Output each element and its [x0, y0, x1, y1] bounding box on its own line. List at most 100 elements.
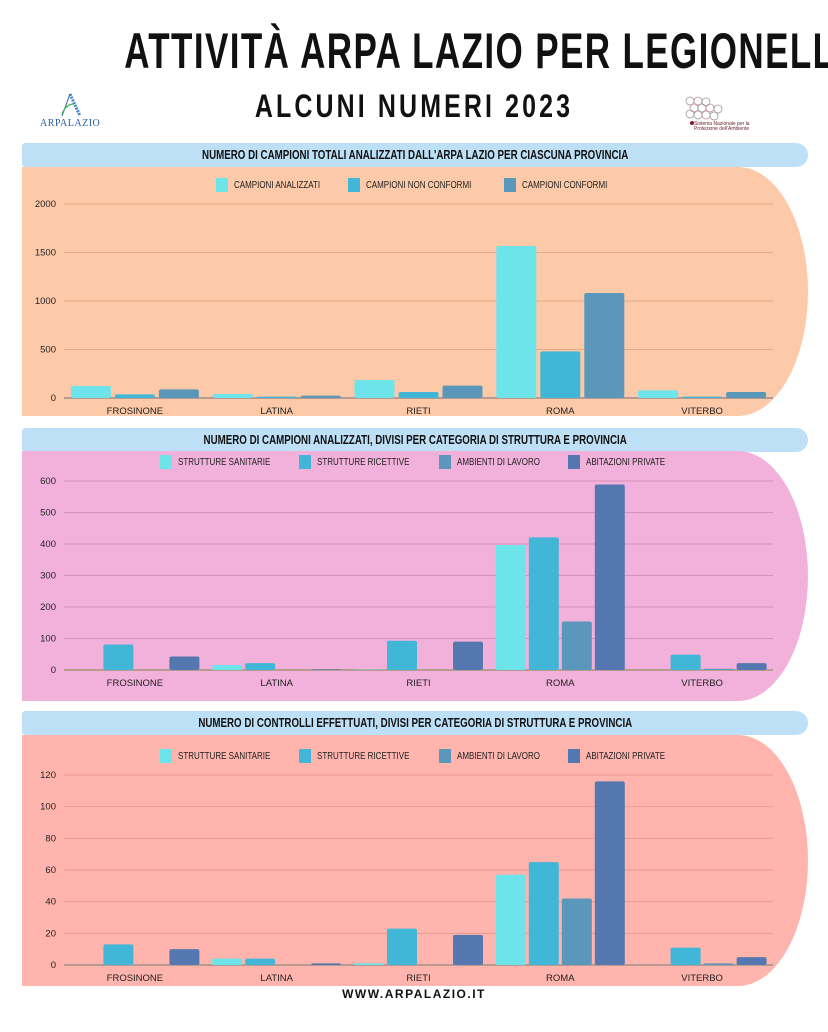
- x-category-label: VITERBO: [681, 406, 723, 417]
- arpalazio-logo: ARPALAZIO: [40, 92, 100, 132]
- bar: [638, 390, 679, 398]
- y-tick-label: 100: [40, 634, 56, 645]
- bar: [256, 396, 297, 398]
- bar: [114, 394, 155, 398]
- bar: [561, 621, 592, 670]
- bar: [670, 947, 701, 965]
- bar: [726, 391, 767, 398]
- bar: [311, 963, 342, 965]
- legend-swatch: [503, 178, 516, 192]
- y-tick-label: 1000: [35, 296, 56, 307]
- footer-url: WWW.ARPALAZIO.IT: [342, 987, 486, 1001]
- x-category-label: RIETI: [406, 406, 430, 417]
- bar: [212, 664, 243, 670]
- legend-item: STRUTTURE SANITARIE: [159, 749, 279, 763]
- y-tick-label: 20: [45, 928, 56, 939]
- x-category-label: LATINA: [260, 973, 293, 984]
- x-category-label: LATINA: [260, 406, 293, 417]
- bar: [169, 656, 200, 670]
- snpa-logo: Sistema Nazionale per la Protezione dell…: [680, 95, 760, 135]
- y-tick-label: 120: [40, 770, 56, 781]
- bar: [354, 379, 395, 398]
- bar: [70, 385, 111, 398]
- legend-item: CAMPIONI ANALIZZATI: [215, 178, 328, 192]
- bar: [387, 640, 417, 670]
- x-category-label: FROSINONE: [107, 406, 163, 417]
- legend-label: AMBIENTI DI LAVORO: [457, 456, 541, 468]
- legend-label: STRUTTURE SANITARIE: [177, 456, 270, 468]
- x-category-label: FROSINONE: [107, 678, 163, 689]
- bar: [682, 396, 723, 398]
- bar: [245, 663, 276, 670]
- y-tick-label: 60: [45, 865, 56, 876]
- bar: [158, 389, 199, 398]
- legend-label: ABITAZIONI PRIVATE: [585, 456, 665, 468]
- x-category-label: VITERBO: [681, 973, 723, 984]
- bar: [561, 898, 592, 965]
- legend-item: STRUTTURE RICETTIVE: [299, 749, 419, 763]
- x-category-label: RIETI: [406, 973, 430, 984]
- y-tick-label: 2000: [35, 199, 56, 210]
- chart1-title: NUMERO DI CAMPIONI TOTALI ANALIZZATI DAL…: [201, 147, 629, 162]
- legend-label: STRUTTURE SANITARIE: [177, 750, 270, 762]
- bar: [442, 385, 483, 398]
- bar: [703, 963, 734, 965]
- y-tick-label: 300: [40, 571, 56, 582]
- y-tick-label: 200: [40, 602, 56, 613]
- bar: [594, 781, 625, 965]
- x-category-label: RIETI: [406, 678, 430, 689]
- bar: [453, 934, 483, 965]
- chart3-legend: STRUTTURE SANITARIE STRUTTURE RICETTIVE …: [22, 749, 808, 768]
- bar: [528, 862, 559, 965]
- legend-item: AMBIENTI DI LAVORO: [439, 749, 547, 763]
- y-tick-label: 0: [51, 665, 56, 676]
- legend-item: CAMPIONI NON CONFORMI: [347, 178, 484, 192]
- y-tick-label: 0: [51, 960, 56, 971]
- legend-label: CAMPIONI NON CONFORMI: [365, 179, 471, 191]
- y-tick-label: 100: [40, 802, 56, 813]
- chart2-legend: STRUTTURE SANITARIE STRUTTURE RICETTIVE …: [22, 455, 808, 474]
- bar: [528, 537, 559, 670]
- y-tick-label: 500: [40, 345, 56, 356]
- snpa-logo-hexagons-icon: [685, 96, 723, 125]
- page-subtitle: ALCUNI NUMERI 2023: [254, 88, 574, 124]
- legend-label: CAMPIONI ANALIZZATI: [233, 179, 320, 191]
- bar: [245, 958, 276, 965]
- bar: [594, 484, 625, 670]
- legend-item: STRUTTURE SANITARIE: [159, 455, 279, 469]
- chart1-title-banner: NUMERO DI CAMPIONI TOTALI ANALIZZATI DAL…: [22, 143, 808, 167]
- chart3-title: NUMERO DI CONTROLLI EFFETTUATI, DIVISI P…: [198, 715, 632, 730]
- bar: [540, 351, 581, 398]
- bar: [496, 246, 537, 398]
- y-tick-label: 500: [40, 508, 56, 519]
- legend-swatch: [159, 749, 172, 763]
- chart2-title-banner: NUMERO DI CAMPIONI ANALIZZATI, DIVISI PE…: [22, 428, 808, 452]
- legend-swatch: [567, 749, 580, 763]
- y-tick-label: 600: [40, 476, 56, 487]
- bar: [311, 669, 342, 670]
- x-category-label: ROMA: [546, 406, 575, 417]
- chart1-panel: [22, 167, 808, 416]
- legend-swatch: [159, 455, 172, 469]
- legend-item: AMBIENTI DI LAVORO: [439, 455, 547, 469]
- y-tick-label: 40: [45, 897, 56, 908]
- legend-label: ABITAZIONI PRIVATE: [585, 750, 665, 762]
- legend-label: AMBIENTI DI LAVORO: [457, 750, 541, 762]
- legend-item: STRUTTURE RICETTIVE: [299, 455, 419, 469]
- x-category-label: VITERBO: [681, 678, 723, 689]
- bar: [398, 391, 439, 398]
- bar: [670, 654, 701, 670]
- bar: [387, 928, 417, 965]
- bar: [354, 963, 384, 965]
- legend-label: CAMPIONI CONFORMI: [521, 179, 608, 191]
- bar: [103, 644, 134, 670]
- bar: [736, 663, 767, 670]
- legend-swatch: [299, 455, 312, 469]
- bar: [103, 944, 134, 965]
- bar: [212, 958, 243, 965]
- y-tick-label: 0: [51, 393, 56, 404]
- legend-item: CAMPIONI CONFORMI: [503, 178, 615, 192]
- bar: [300, 395, 341, 398]
